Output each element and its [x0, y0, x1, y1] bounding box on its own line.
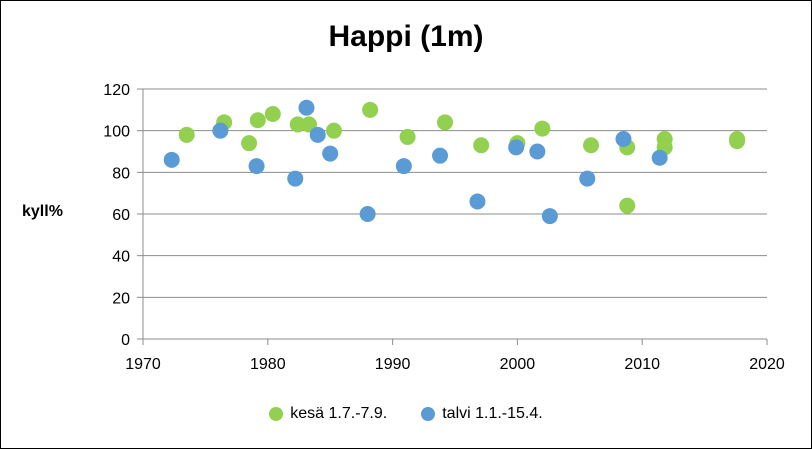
- legend-item-summer: kesä 1.7.-7.9.: [269, 405, 387, 423]
- summer-data-point: [362, 101, 379, 118]
- winter-data-point: [298, 99, 315, 116]
- summer-data-point: [473, 137, 490, 154]
- y-tick-labels: 0 20 40 60 80 100 120: [103, 82, 130, 349]
- winter-data-point: [163, 151, 180, 168]
- legend-label-summer: kesä 1.7.-7.9.: [290, 405, 388, 422]
- legend-swatch-summer: [269, 407, 284, 421]
- summer-data-point: [583, 137, 600, 154]
- winter-data-point: [322, 145, 339, 162]
- x-tick-label: 1990: [375, 356, 411, 373]
- winter-data-point: [359, 206, 376, 222]
- winter-data-point: [212, 122, 229, 139]
- summer-data-point: [264, 106, 281, 122]
- y-tick-label: 60: [112, 207, 130, 224]
- gridlines: [143, 88, 767, 298]
- summer-data-point: [619, 197, 636, 214]
- legend-item-winter: talvi 1.1.-15.4.: [421, 405, 543, 423]
- y-tick-label: 120: [103, 82, 130, 99]
- winter-data-point: [469, 193, 486, 210]
- winter-data-point: [651, 149, 668, 166]
- x-tick-label: 2000: [500, 356, 536, 373]
- y-tick-label: 100: [103, 124, 130, 141]
- summer-data-point: [325, 122, 342, 139]
- data-points: [163, 99, 746, 225]
- summer-data-point: [399, 128, 416, 145]
- winter-data-point: [579, 170, 596, 187]
- y-tick-label: 80: [112, 165, 130, 182]
- summer-data-point: [178, 126, 195, 143]
- winter-data-point: [432, 147, 449, 164]
- y-tick-label: 40: [112, 249, 130, 266]
- summer-data-point: [241, 135, 258, 152]
- y-tick-label: 20: [112, 290, 130, 307]
- summer-data-point: [289, 116, 306, 133]
- axes: [137, 88, 768, 345]
- winter-data-point: [309, 126, 326, 143]
- x-tick-label: 2010: [624, 356, 660, 373]
- x-tick-label: 1970: [125, 356, 161, 373]
- legend-label-winter: talvi 1.1.-15.4.: [442, 405, 543, 422]
- winter-data-point: [287, 170, 304, 187]
- winter-data-point: [615, 131, 632, 147]
- summer-data-point: [437, 114, 454, 131]
- legend: kesä 1.7.-7.9. talvi 1.1.-15.4.: [0, 405, 812, 423]
- winter-data-point: [529, 143, 546, 160]
- winter-data-point: [395, 158, 412, 175]
- x-tick-label: 2020: [749, 356, 785, 373]
- winter-data-point: [508, 139, 525, 156]
- y-tick-label: 0: [121, 332, 130, 349]
- summer-data-point: [534, 120, 551, 137]
- winter-data-point: [248, 158, 265, 175]
- winter-data-point: [541, 208, 558, 225]
- legend-swatch-winter: [421, 407, 436, 421]
- x-tick-label: 1980: [250, 356, 286, 373]
- chart-title: Happi (1m): [328, 20, 484, 53]
- y-axis-label: kyll%: [22, 203, 63, 220]
- x-tick-labels: 1970 1980 1990 2000 2010 2020: [125, 356, 785, 373]
- summer-data-point: [729, 133, 746, 150]
- summer-data-point: [249, 112, 266, 129]
